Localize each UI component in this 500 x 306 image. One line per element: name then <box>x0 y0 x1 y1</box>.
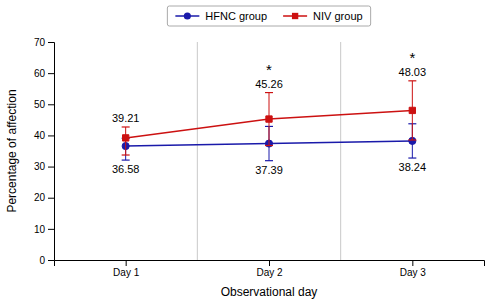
legend-label: HFNC group <box>205 10 267 22</box>
tick: Day 3 <box>400 260 427 278</box>
tick: 0 <box>39 255 54 266</box>
x-axis: Day 1 Day 2 Day 3 <box>55 260 485 278</box>
tick-label: 10 <box>34 224 46 235</box>
tick-label: 30 <box>34 161 46 172</box>
error-bar-cap <box>408 139 416 140</box>
marker <box>266 116 272 122</box>
separator <box>340 42 341 260</box>
annotation: * <box>266 61 272 78</box>
error-bar <box>408 81 416 140</box>
data-label: 48.03 <box>399 66 427 78</box>
tick-mark <box>48 229 54 230</box>
tick-label: 50 <box>34 99 46 110</box>
marker <box>409 107 415 113</box>
error-bar <box>265 93 273 146</box>
data-label: 38.24 <box>399 161 427 173</box>
tick-label: 60 <box>34 68 46 79</box>
legend-item: NIV group <box>283 10 363 22</box>
tick: Day 1 <box>113 260 140 278</box>
tick: 70 <box>34 37 54 48</box>
tick: 40 <box>34 130 54 141</box>
tick-mark <box>269 260 270 266</box>
error-bar <box>122 127 130 155</box>
tick-mark <box>48 167 54 168</box>
tick: 10 <box>34 224 54 235</box>
marks <box>122 42 417 260</box>
tick-mark <box>48 42 54 43</box>
tick-mark <box>48 104 54 105</box>
legend: HFNC group NIV group <box>167 6 370 26</box>
tick-label: 40 <box>34 130 46 141</box>
tick-label: Day 2 <box>256 267 283 278</box>
y-axis: 0 10 20 30 40 50 60 70 <box>34 37 55 266</box>
tick: 20 <box>34 192 54 203</box>
legend-item: HFNC group <box>175 10 267 22</box>
error-bar-cap <box>265 92 273 93</box>
error-bar-cap <box>408 157 416 158</box>
data-label: 39.21 <box>112 112 140 124</box>
plot: Day 1 Day 2 Day 3 0 10 20 30 40 50 60 70 Observatio… <box>5 37 485 299</box>
tick: 50 <box>34 99 54 110</box>
tick: Day 2 <box>256 260 283 278</box>
tick-label: Day 3 <box>400 267 427 278</box>
tick-mark <box>48 135 54 136</box>
data-label: 45.26 <box>255 78 283 90</box>
tick-mark <box>48 198 54 199</box>
marker <box>123 135 129 141</box>
tick-mark <box>126 260 127 266</box>
chart: Day 1 Day 2 Day 3 0 10 20 30 40 50 60 70 Observatio… <box>0 0 500 306</box>
tick: 60 <box>34 68 54 79</box>
error-bar-cap <box>265 160 273 161</box>
x-axis-title: Observational day <box>221 285 318 299</box>
series <box>122 81 417 155</box>
error-bar-cap <box>122 126 130 127</box>
tick-label: Day 1 <box>113 267 140 278</box>
tick-mark <box>412 260 413 266</box>
data-label: 37.39 <box>255 164 283 176</box>
error-bar-cap <box>408 80 416 81</box>
legend-frame <box>167 6 370 26</box>
data-labels: 36.58 37.39 38.24 39.21 45.26 48.03 <box>112 66 426 176</box>
tick-label: 0 <box>39 255 45 266</box>
legend-swatch <box>184 12 191 19</box>
legend-swatch <box>292 13 298 19</box>
y-axis-title: Percentage of affection <box>5 89 19 212</box>
annotation: * <box>409 49 415 66</box>
tick-label: 70 <box>34 37 46 48</box>
separator <box>197 42 198 260</box>
tick-mark <box>48 73 54 74</box>
error-bar-cap <box>122 154 130 155</box>
tick: 30 <box>34 161 54 172</box>
tick-label: 20 <box>34 192 46 203</box>
error-bar-cap <box>265 145 273 146</box>
data-label: 36.58 <box>112 163 140 175</box>
axis-line <box>48 43 55 261</box>
tick-mark <box>48 260 54 261</box>
error-bar-cap <box>122 159 130 160</box>
legend-label: NIV group <box>313 10 363 22</box>
axis-line <box>55 261 485 267</box>
